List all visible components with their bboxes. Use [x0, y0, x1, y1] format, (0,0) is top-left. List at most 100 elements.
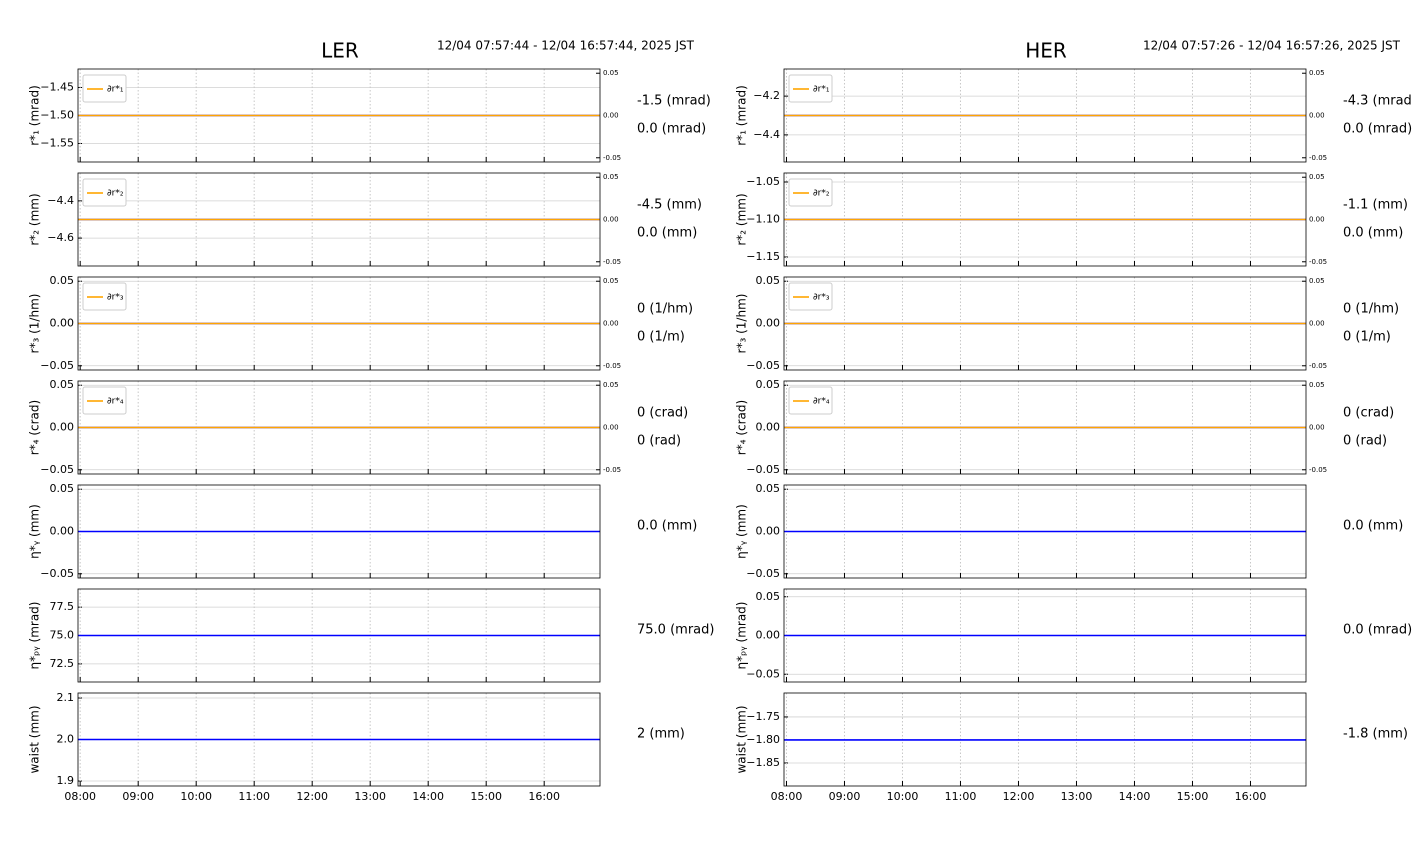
plot-frame: [783, 380, 1307, 475]
readout: 0 (rad): [1343, 434, 1387, 449]
plot-frame: [77, 68, 601, 163]
readout: 0.0 (mm): [637, 519, 697, 534]
legend-box: [82, 282, 127, 311]
plot-frame: [77, 380, 601, 475]
y2-tick-label: -0.05: [1309, 362, 1327, 370]
y2-tick-label: 0.05: [603, 69, 619, 77]
y2-tick-label: 0.00: [1309, 216, 1325, 224]
y-tick-label: 0.05: [756, 274, 781, 287]
plot-frame: [77, 276, 601, 371]
plot-frame: [783, 68, 1307, 163]
readout: 0 (crad): [1343, 406, 1394, 421]
y-tick-label: −1.15: [746, 250, 780, 263]
y-tick-label: −0.05: [40, 567, 74, 580]
readout: 0 (1/m): [637, 330, 685, 345]
readout: -1.8 (mm): [1343, 727, 1408, 742]
y-tick-label: 75.0: [50, 629, 75, 642]
x-tick-label: 14:00: [412, 790, 444, 803]
y2-tick-label: 0.05: [603, 381, 619, 389]
y2-tick-label: 0.05: [1309, 173, 1325, 181]
legend-label: ∂r*₃: [107, 293, 124, 303]
readout: 0 (1/m): [1343, 330, 1391, 345]
x-tick-label: 08:00: [64, 790, 96, 803]
column-title: LER: [321, 39, 359, 63]
x-tick-label: 16:00: [1235, 790, 1267, 803]
y2-tick-label: 0.05: [603, 277, 619, 285]
x-tick-label: 11:00: [945, 790, 977, 803]
y-axis-label: η*ₚᵧ (mrad): [735, 602, 749, 670]
legend-box: [788, 282, 833, 311]
y-tick-label: 77.5: [50, 600, 75, 613]
plot-frame: [783, 172, 1307, 267]
y-tick-label: −0.05: [746, 463, 780, 476]
y-tick-label: 0.00: [756, 525, 781, 538]
readout: 0.0 (mm): [1343, 226, 1403, 241]
y-tick-label: 1.9: [57, 774, 75, 787]
y-tick-label: 0.05: [50, 274, 75, 287]
y-axis-label: r*₄ (crad): [28, 400, 42, 455]
y-axis-label: η*ᵧ (mm): [28, 504, 42, 559]
y-tick-label: −0.05: [746, 567, 780, 580]
x-tick-label: 15:00: [470, 790, 502, 803]
y2-tick-label: 0.00: [603, 112, 619, 120]
y-tick-label: 0.00: [50, 421, 75, 434]
y-axis-label: r*₄ (crad): [735, 400, 749, 455]
y-axis-label: η*ₚᵧ (mrad): [28, 602, 42, 670]
y-tick-label: 0.05: [756, 590, 781, 603]
readout: -4.5 (mm): [637, 198, 702, 213]
y2-tick-label: 0.00: [1309, 112, 1325, 120]
x-tick-label: 12:00: [296, 790, 328, 803]
y-tick-label: 0.05: [756, 482, 781, 495]
readout: 0.0 (mm): [637, 226, 697, 241]
x-tick-label: 09:00: [829, 790, 861, 803]
x-tick-label: 10:00: [887, 790, 919, 803]
x-tick-label: 14:00: [1119, 790, 1151, 803]
legend-label: ∂r*₂: [813, 189, 830, 199]
readout: 2 (mm): [637, 727, 685, 742]
legend-box: [788, 178, 833, 207]
x-tick-label: 09:00: [122, 790, 154, 803]
y-axis-label: r*₃ (1/hm): [735, 294, 749, 354]
legend-box: [788, 386, 833, 415]
y2-tick-label: 0.05: [1309, 277, 1325, 285]
y2-tick-label: -0.05: [603, 466, 621, 474]
legend-box: [82, 386, 127, 415]
y-tick-label: 0.05: [756, 378, 781, 391]
y-axis-label: η*ᵧ (mm): [735, 504, 749, 559]
x-tick-label: 11:00: [238, 790, 270, 803]
y2-tick-label: -0.05: [603, 362, 621, 370]
y-tick-label: −1.80: [746, 733, 780, 746]
y-tick-label: 0.05: [50, 378, 75, 391]
readout: 0.0 (mrad): [637, 122, 706, 137]
plot-frame: [783, 692, 1307, 787]
legend-box: [82, 74, 127, 103]
plot-frame: [77, 484, 601, 579]
y-tick-label: −4.4: [753, 128, 780, 141]
y-tick-label: −1.50: [40, 109, 74, 122]
y2-tick-label: 0.00: [603, 216, 619, 224]
readout: 0.0 (mm): [1343, 519, 1403, 534]
y-tick-label: 2.0: [57, 733, 75, 746]
y2-tick-label: 0.00: [603, 320, 619, 328]
legend-label: ∂r*₃: [813, 293, 830, 303]
y-tick-label: −1.85: [746, 756, 780, 769]
x-tick-label: 13:00: [1061, 790, 1093, 803]
y-tick-label: −1.75: [746, 710, 780, 723]
readout: 0.0 (mrad): [1343, 623, 1412, 638]
y2-tick-label: 0.00: [603, 424, 619, 432]
plot-frame: [783, 484, 1307, 579]
y2-tick-label: -0.05: [603, 154, 621, 162]
time-range: 12/04 07:57:26 - 12/04 16:57:26, 2025 JS…: [1143, 39, 1401, 53]
y2-tick-label: 0.00: [1309, 424, 1325, 432]
y-tick-label: 0.05: [50, 482, 75, 495]
y2-tick-label: -0.05: [1309, 258, 1327, 266]
readout: 0 (1/hm): [637, 302, 693, 317]
y-tick-label: −1.45: [40, 80, 74, 93]
legend-box: [788, 74, 833, 103]
y-axis-label: r*₁ (mrad): [28, 85, 42, 146]
y-tick-label: 0.00: [756, 421, 781, 434]
y-tick-label: −1.10: [746, 213, 780, 226]
y-tick-label: −4.4: [47, 194, 74, 207]
legend-label: ∂r*₁: [813, 85, 830, 95]
